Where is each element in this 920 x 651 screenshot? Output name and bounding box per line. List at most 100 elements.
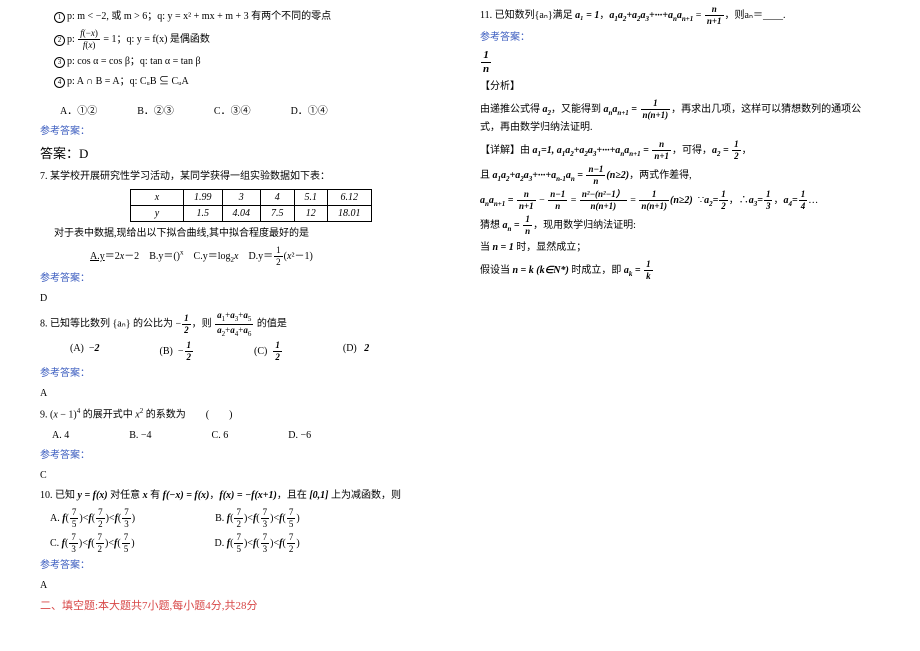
q10-e2: f(x) = −f(x+1)	[219, 490, 276, 501]
detail-line3: anan+1 = nn+1 − n−1n = n²−(n²−1）n(n+1) =…	[480, 190, 880, 211]
q11-b: ，	[599, 10, 609, 21]
fx-a: 由递推公式得	[480, 104, 543, 115]
q8-opt-c: (C) 12	[254, 341, 283, 362]
q10-opt-a: A. f(75)<f(72)<f(73)	[50, 508, 135, 529]
q11-a: 11. 已知数列{aₙ}满足	[480, 10, 575, 21]
td: 6.12	[328, 189, 372, 205]
q10-opt-b: B. f(72)<f(73)<f(75)	[215, 508, 300, 529]
q10-dom: [0,1]	[309, 490, 328, 501]
td: 5.1	[294, 189, 328, 205]
ans11: 1n	[480, 50, 880, 75]
q11-stem: 11. 已知数列{aₙ}满足 a₁ = 1，a1a2+a2a3+···+anan…	[480, 5, 880, 26]
p-label: p:	[67, 34, 77, 45]
ans9: C	[40, 468, 440, 484]
td: 1.99	[184, 189, 223, 205]
td: 4.04	[222, 205, 261, 221]
detail-line1: 【详解】由 a1=1, a1a2+a2a3+···+anan+1 = nn+1，…	[480, 140, 880, 161]
q10-e1: f(−x) = f(x)	[163, 490, 210, 501]
qie-c: ，两式作差得,	[629, 170, 692, 181]
analysis-text: 由递推公式得 a2，又能得到 anan+1 = 1n(n+1)，再求出几项，这样…	[480, 99, 880, 136]
th-y: y	[131, 205, 184, 221]
q6-opt-c: C．③④	[214, 104, 251, 120]
ans8: A	[40, 386, 440, 402]
q7-stem: 7. 某学校开展研究性学习活动，某同学获得一组实验数据如下表：	[40, 169, 440, 185]
q10-opts-row1: A. f(75)<f(72)<f(73) B. f(72)<f(73)<f(75…	[40, 508, 440, 529]
q6-options: A．①② B．②③ C．③④ D．①④	[40, 104, 440, 120]
q9-options: A. 4 B. −4 C. 6 D. −6	[40, 428, 440, 444]
qie: 且	[480, 170, 493, 181]
q6-opt-d: D．①④	[291, 104, 328, 120]
q9-num: 9.	[40, 410, 50, 421]
q7-table: x 1.99 3 4 5.1 6.12 y 1.5 4.04 7.5 12 18…	[130, 189, 372, 222]
q7-opt-c: C.y＝log2x	[194, 251, 239, 262]
q6-item3: 3p: cos α = cos β；q: tan α = tan β	[40, 54, 440, 70]
frac-nm1: n−1n	[586, 165, 605, 186]
td: 18.01	[328, 205, 372, 221]
ans6-label: 参考答案：	[40, 124, 440, 140]
frac-xj1: nn+1	[652, 140, 671, 161]
q10-c: 有	[148, 490, 163, 501]
q8-c: 的值是	[254, 318, 287, 329]
q7-opt-b: B.y＝()x	[149, 251, 183, 262]
frac-ratio: a1+a3+a5a2+a4+a6	[215, 311, 253, 338]
frac-fx: f(−x)f(x)	[78, 29, 100, 50]
ans7-label: 参考答案：	[40, 271, 440, 287]
q10-opt-c: C. f(73)<f(72)<f(75)	[50, 533, 135, 554]
q9-opt-b: B. −4	[129, 428, 151, 444]
xj-label: 【详解】由	[480, 145, 533, 156]
frac-1k: 1k	[644, 260, 653, 281]
q10-f: 上为减函数，则	[329, 490, 402, 501]
q6-item2-tail: = 1；q: y = f(x) 是偶函数	[101, 34, 210, 45]
ans6: 答案：D	[40, 144, 440, 165]
q10-y: y = f(x)	[78, 490, 108, 501]
q8-stem: 8. 已知等比数列 {aₙ} 的公比为 −12，则 a1+a3+a5a2+a4+…	[40, 311, 440, 338]
num-3: 3	[54, 57, 65, 68]
ans10: A	[40, 578, 440, 594]
when-n1: 当 n = 1 时，显然成立；	[480, 240, 880, 256]
xj-eq1: a1=1, a1a2+a2a3+···+anan+1 =	[533, 145, 652, 156]
spacer	[40, 94, 440, 100]
q8-opt-b: (B) −12	[160, 341, 194, 362]
th-x: x	[131, 189, 184, 205]
ans7: D	[40, 291, 440, 307]
td: 1.5	[184, 205, 223, 221]
q11-a1: a₁ = 1	[575, 10, 599, 21]
q10-opts-row2: C. f(73)<f(72)<f(75) D. f(75)<f(73)<f(72…	[40, 533, 440, 554]
td: 12	[294, 205, 328, 221]
q10-a: 10. 已知	[40, 490, 78, 501]
section-2-title: 二、填空题:本大题共7小题,每小题4分,共28分	[40, 598, 440, 616]
q6-item3-text: p: cos α = cos β；q: tan α = tan β	[67, 56, 201, 67]
q10-e: ，且在	[277, 490, 310, 501]
fx-b: ，又能得到	[551, 104, 604, 115]
frac-1n: 1n	[523, 215, 532, 236]
q8-b: ，则	[192, 318, 215, 329]
q9-opt-c: C. 6	[212, 428, 229, 444]
cx-tail: ，现用数学归纳法证明:	[533, 220, 636, 231]
td: 4	[261, 189, 295, 205]
q10-opt-d: D. f(75)<f(73)<f(72)	[215, 533, 300, 554]
q9-opt-a: A. 4	[52, 428, 69, 444]
q6-opt-b: B．②③	[137, 104, 174, 120]
q8-opt-d: (D) 2	[343, 341, 369, 362]
ans10-label: 参考答案：	[40, 558, 440, 574]
num-2: 2	[54, 35, 65, 46]
q8-opt-a: (A) −2	[70, 341, 100, 362]
cx-label: 猜想	[480, 220, 503, 231]
q11-sum: a1a2+a2a3+···+anan+1	[609, 10, 693, 21]
frac-n-np1: nn+1	[705, 5, 724, 26]
ans11-frac: 1n	[481, 50, 491, 75]
q9-stem: 9. (x − 1)4 的展开式中 x2 的系数为 ( )	[40, 406, 440, 423]
q10-stem: 10. 已知 y = f(x) 对任意 x 有 f(−x) = f(x)，f(x…	[40, 488, 440, 504]
num-4: 4	[54, 77, 65, 88]
ans9-label: 参考答案：	[40, 448, 440, 464]
frac-1-nn1: 1n(n+1)	[641, 99, 671, 120]
num-1: 1	[54, 12, 65, 23]
q8-options: (A) −2 (B) −12 (C) 12 (D) 2	[40, 341, 440, 362]
q6-item1: 1p: m < −2, 或 m > 6；q: y = x² + mx + m +…	[40, 9, 440, 25]
q7-opt-d: D.y＝12(x²－1)	[248, 251, 312, 262]
td: 3	[222, 189, 261, 205]
ans8-label: 参考答案：	[40, 366, 440, 382]
caixiang-line: 猜想 an = 1n，现用数学归纳法证明:	[480, 215, 880, 236]
frac-half: 12	[182, 314, 191, 335]
ans11-label: 参考答案：	[480, 30, 880, 46]
